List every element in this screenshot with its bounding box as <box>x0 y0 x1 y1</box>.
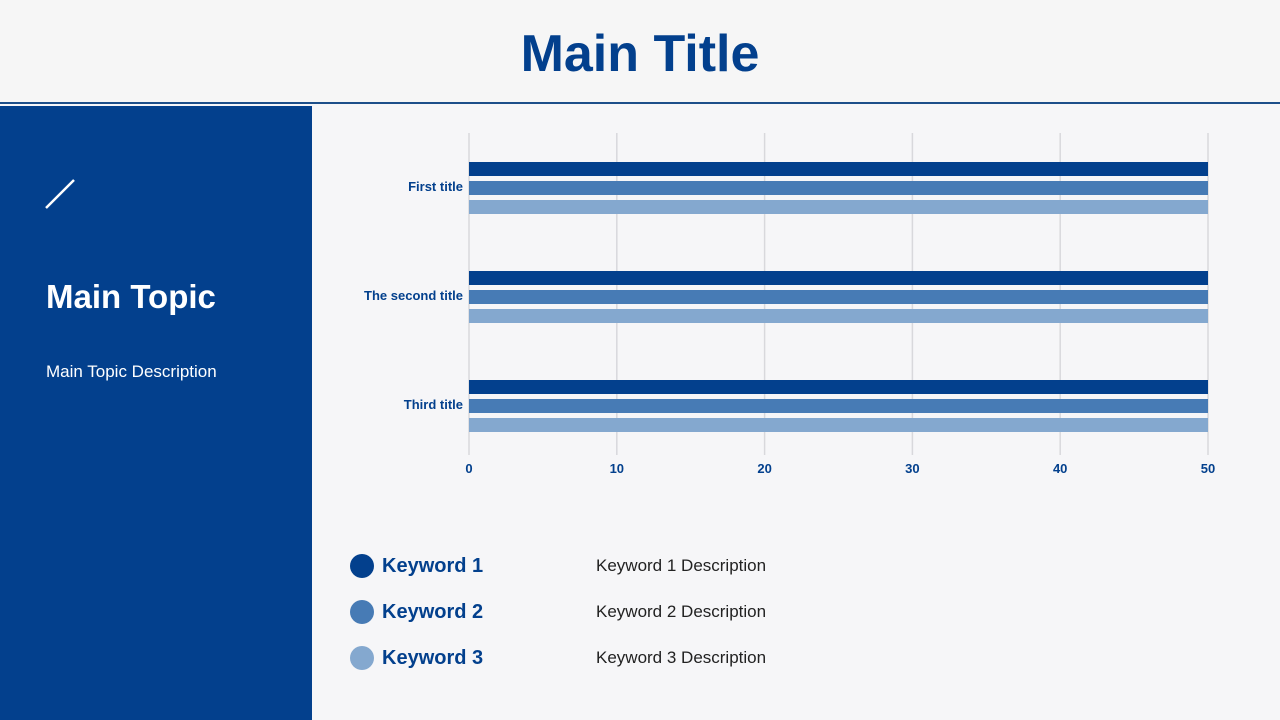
x-tick-label: 40 <box>1053 461 1067 476</box>
bar-chart: 0 10 20 30 40 50 First title The second title Th… <box>364 133 1215 476</box>
x-tick-label: 0 <box>465 461 472 476</box>
x-tick-label: 10 <box>610 461 624 476</box>
legend-item: Keyword 3 Keyword 3 Description <box>350 643 766 673</box>
sidebar: Main Topic Main Topic Description <box>0 106 312 720</box>
legend-keyword: Keyword 3 <box>382 646 484 669</box>
x-tick-label: 50 <box>1201 461 1215 476</box>
legend-dot <box>350 600 374 624</box>
legend-description: Keyword 1 Description <box>596 556 767 575</box>
page-title: Main Title <box>520 25 760 83</box>
legend-keyword: Keyword 1 <box>382 554 484 577</box>
category-label: Third title <box>404 397 463 412</box>
bar <box>469 399 1208 413</box>
category-label: The second title <box>364 288 463 303</box>
legend-item: Keyword 1 Keyword 1 Description <box>350 551 766 581</box>
bar <box>469 200 1208 214</box>
legend-dot <box>350 646 374 670</box>
bar <box>469 380 1208 394</box>
bar <box>469 162 1208 176</box>
main-topic-description: Main Topic Description <box>46 362 217 381</box>
legend-dot <box>350 554 374 578</box>
legend-description: Keyword 3 Description <box>596 648 767 667</box>
header: Main Title <box>0 0 1280 104</box>
slash-icon <box>45 179 75 209</box>
category-label: First title <box>408 179 463 194</box>
bar <box>469 271 1208 285</box>
main-topic: Main Topic <box>46 278 216 315</box>
bar <box>469 418 1208 432</box>
bar <box>469 181 1208 195</box>
legend-item: Keyword 2 Keyword 2 Description <box>350 597 766 627</box>
x-tick-label: 20 <box>757 461 771 476</box>
bar <box>469 290 1208 304</box>
bar <box>469 309 1208 323</box>
legend-keyword: Keyword 2 <box>382 600 484 623</box>
legend-description: Keyword 2 Description <box>596 602 767 621</box>
x-tick-label: 30 <box>905 461 919 476</box>
